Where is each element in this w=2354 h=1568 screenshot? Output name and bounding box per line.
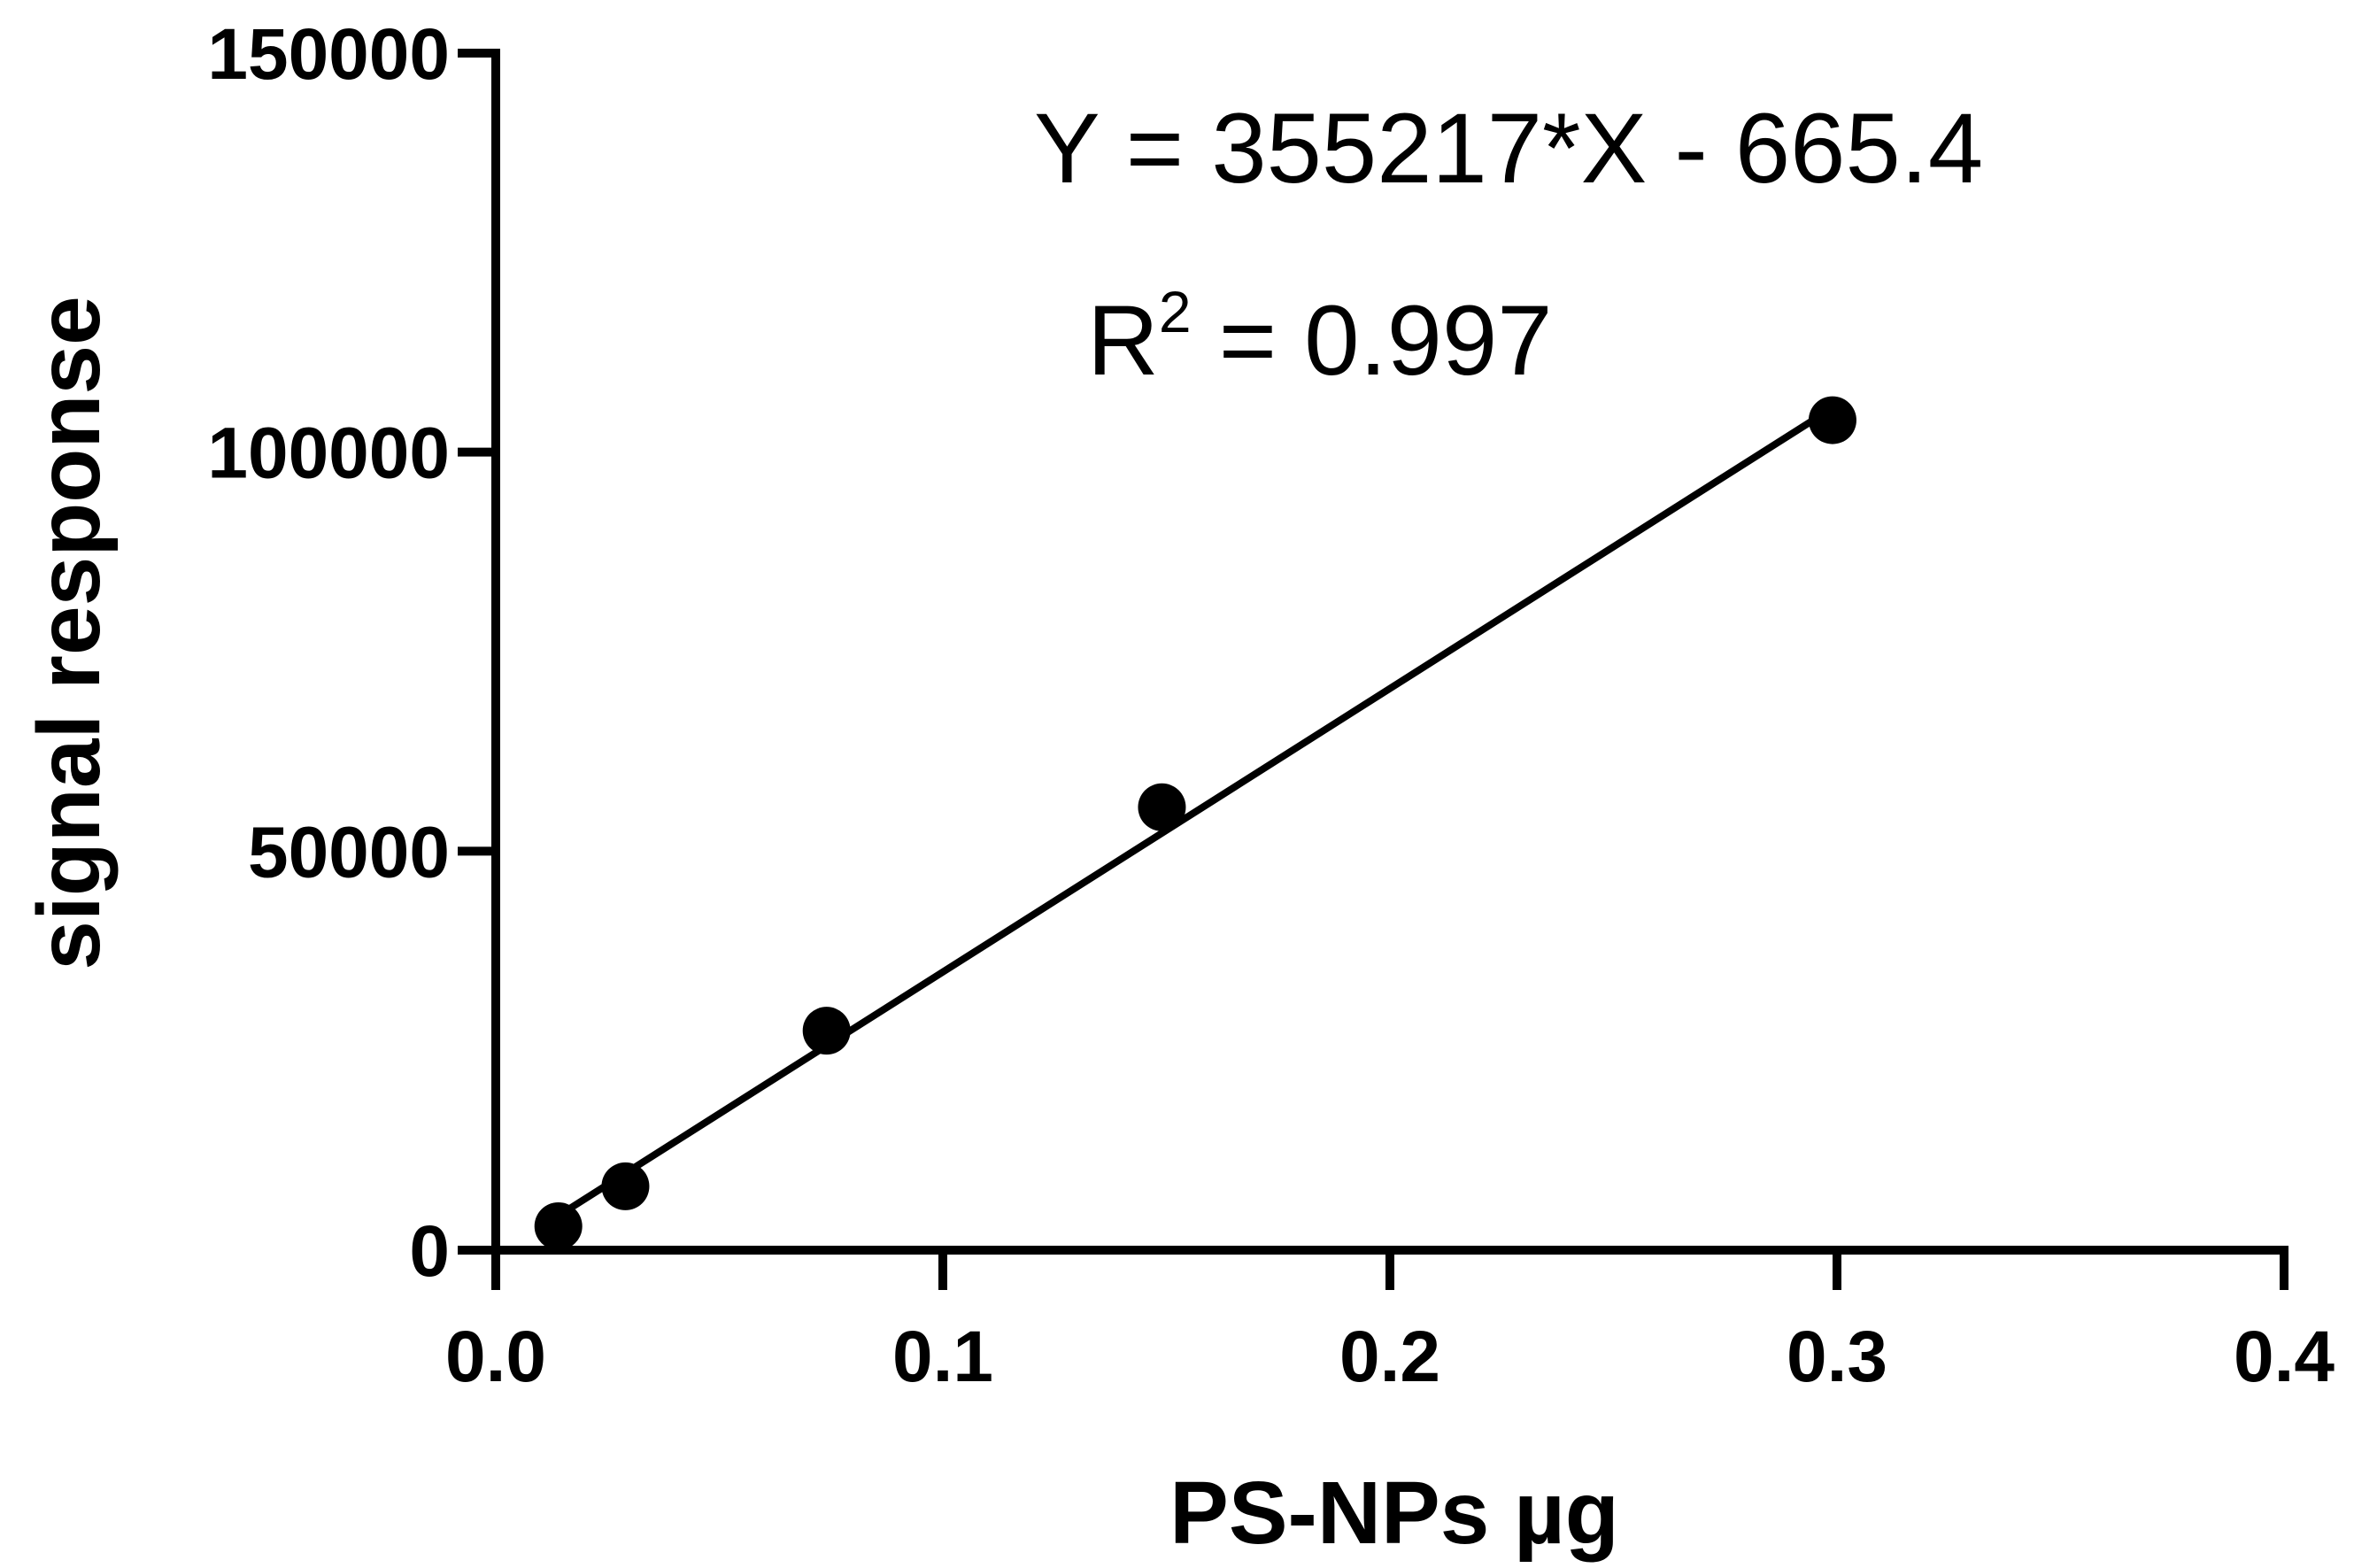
r-squared-annotation: R2 = 0.997 bbox=[1087, 279, 1553, 396]
r2-value: = 0.997 bbox=[1192, 285, 1553, 396]
y-tick-label: 0 bbox=[409, 1211, 450, 1292]
y-tick-label: 100000 bbox=[207, 413, 450, 494]
fit-line-group bbox=[554, 404, 1836, 1220]
equation-annotation: Y = 355217*X - 665.4 bbox=[1034, 93, 1983, 204]
tick-labels: 0 50000 100000 150000 0.0 0.1 0.2 0.3 0.4 bbox=[207, 14, 2335, 1397]
y-tick-label: 50000 bbox=[248, 812, 450, 892]
data-point bbox=[601, 1162, 650, 1210]
r2-label: R bbox=[1087, 285, 1159, 396]
x-tick-label: 0.1 bbox=[892, 1317, 993, 1397]
y-tick-label: 150000 bbox=[207, 14, 450, 95]
fit-line bbox=[554, 404, 1836, 1220]
data-point bbox=[1808, 396, 1856, 444]
x-tick-label: 0.3 bbox=[1787, 1317, 1887, 1397]
x-axis-title: PS-NPs µg bbox=[1169, 1464, 1619, 1563]
data-points bbox=[534, 396, 1856, 1250]
data-point bbox=[1138, 783, 1186, 831]
axes bbox=[458, 49, 2288, 1290]
r2-superscript: 2 bbox=[1159, 279, 1192, 344]
y-axis-title: signal response bbox=[19, 296, 119, 969]
data-point bbox=[534, 1201, 583, 1250]
x-tick-label: 0.0 bbox=[445, 1317, 546, 1397]
x-tick-label: 0.2 bbox=[1339, 1317, 1440, 1397]
x-tick-label: 0.4 bbox=[2234, 1317, 2335, 1397]
data-point bbox=[802, 1007, 851, 1055]
